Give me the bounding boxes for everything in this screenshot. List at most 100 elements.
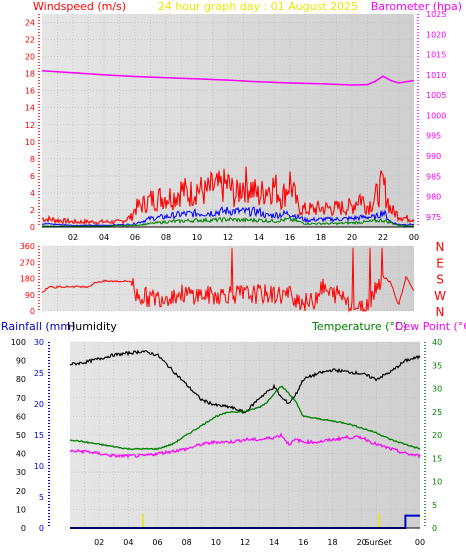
- temperature-axes: 0102030405060708090100051015202530051015…: [11, 338, 442, 547]
- temperature-x-tick-label: 16: [298, 538, 308, 547]
- windspeed-tick-label: 12: [25, 121, 35, 130]
- rainfall-tick-label: 0: [39, 524, 44, 533]
- temperature-tick-label: 10: [432, 478, 442, 487]
- wind-x-tick-label: 10: [192, 233, 202, 242]
- rainfall-axis-title: Rainfall (mm): [1, 320, 75, 333]
- humidity-tick-label: 10: [16, 505, 26, 514]
- wind-x-tick-label: 20: [347, 233, 357, 242]
- rainfall-tick-label: 10: [34, 462, 44, 471]
- temperature-tick-label: 35: [432, 361, 442, 370]
- temperature-x-tick-label: 10: [211, 538, 221, 547]
- barometer-tick-label: 1015: [426, 51, 446, 60]
- rainfall-tick-label: 20: [34, 400, 44, 409]
- humidity-tick-label: 30: [16, 468, 26, 477]
- temperature-axis-title: Temperature (°C): [311, 320, 407, 333]
- direction-tick-label: 90: [25, 291, 35, 300]
- barometer-series-line: [41, 70, 415, 86]
- barometer-tick-label: 1010: [426, 71, 446, 80]
- rainfall-tick-label: 25: [34, 369, 44, 378]
- set-label: Set: [379, 538, 392, 547]
- compass-label: N: [436, 305, 445, 319]
- dewpoint-series-line: [69, 432, 421, 459]
- temperature-tick-label: 40: [432, 338, 442, 347]
- barometer-tick-label: 1025: [426, 10, 446, 19]
- barometer-axis-title: Barometer (hpa): [371, 0, 462, 13]
- wind-x-tick-label: 22: [378, 233, 388, 242]
- rainfall-tick-label: 15: [34, 431, 44, 440]
- compass-label: E: [436, 256, 444, 270]
- wind-gridlines: [42, 14, 414, 228]
- windspeed-tick-label: 14: [25, 104, 35, 113]
- humidity-tick-label: 70: [16, 394, 26, 403]
- humidity-tick-label: 50: [16, 431, 26, 440]
- compass-label: W: [434, 289, 446, 303]
- humidity-tick-label: 100: [11, 338, 26, 347]
- temperature-tick-label: 20: [432, 431, 442, 440]
- temperature-x-tick-label: 00: [415, 538, 425, 547]
- barometer-tick-label: 1020: [426, 30, 446, 39]
- temperature-tick-label: 15: [432, 454, 442, 463]
- humidity-tick-label: 20: [16, 487, 26, 496]
- windspeed-tick-label: 22: [25, 36, 35, 45]
- barometer-tick-label: 1005: [426, 91, 446, 100]
- graph-date-title: 24 hour graph day : 01 August 2025: [158, 0, 358, 13]
- windspeed-tick-label: 16: [25, 87, 35, 96]
- sun-label: Sun: [365, 538, 380, 547]
- temperature-x-tick-label: 12: [240, 538, 250, 547]
- direction-tick-label: 270: [20, 258, 35, 267]
- compass-label: N: [436, 240, 445, 254]
- temperature-x-tick-label: 06: [152, 538, 162, 547]
- windspeed-tick-label: 20: [25, 53, 35, 62]
- barometer-tick-label: 985: [426, 172, 441, 181]
- wind-x-tick-label: 18: [316, 233, 326, 242]
- temperature-x-tick-label: 20: [357, 538, 367, 547]
- wind-x-tick-label: 04: [99, 233, 109, 242]
- windspeed-tick-label: 24: [25, 19, 35, 28]
- temperature-x-tick-label: 02: [94, 538, 104, 547]
- temperature-x-tick-label: 04: [123, 538, 133, 547]
- direction-marks: [41, 247, 415, 313]
- wind-barometer-panel: 0246810121416182022249759809859909951000…: [25, 10, 447, 242]
- temperature-x-tick-label: 14: [269, 538, 279, 547]
- wind-average-series: [41, 206, 415, 227]
- humidity-series-line: [69, 349, 421, 415]
- wind-plot-area: [42, 14, 414, 227]
- rainfall-tick-label: 5: [39, 493, 44, 502]
- direction-axes: 0 N 90 W 180 S 270 E 360 N: [20, 240, 446, 319]
- humidity-tick-label: 60: [16, 412, 26, 421]
- barometer-tick-label: 990: [426, 152, 441, 161]
- humidity-axis-title: Humidity: [67, 320, 117, 333]
- windspeed-tick-label: 18: [25, 70, 35, 79]
- windspeed-tick-label: 8: [30, 155, 35, 164]
- rainfall-tick-label: 30: [34, 338, 44, 347]
- windspeed-tick-label: 4: [30, 189, 35, 198]
- wind-minimum-series: [41, 216, 415, 227]
- temperature-series-line: [69, 385, 421, 451]
- humidity-tick-label: 40: [16, 450, 26, 459]
- wind-gust-series: [41, 166, 415, 225]
- wind-direction-panel: 0 N 90 W 180 S 270 E 360 N: [20, 240, 446, 319]
- temperature-x-tick-label: 08: [182, 538, 192, 547]
- barometer-tick-label: 975: [426, 213, 441, 222]
- wind-x-tick-label: 02: [68, 233, 78, 242]
- barometer-tick-label: 995: [426, 132, 441, 141]
- compass-label: S: [436, 273, 444, 287]
- windspeed-tick-label: 2: [30, 206, 35, 215]
- temperature-tick-label: 5: [432, 501, 437, 510]
- temperature-tick-label: 25: [432, 408, 442, 417]
- temperature-panel: 0102030405060708090100051015202530051015…: [11, 338, 442, 547]
- windspeed-tick-label: 10: [25, 138, 35, 147]
- wind-direction-series: [41, 247, 415, 313]
- humidity-tick-label: 80: [16, 375, 26, 384]
- temperature-tick-label: 30: [432, 385, 442, 394]
- barometer-tick-label: 1000: [426, 111, 446, 120]
- dewpoint-axis-title: Dew Point (°C): [395, 320, 466, 333]
- wind-marks: [41, 70, 415, 227]
- temperature-x-tick-label: 18: [327, 538, 337, 547]
- wind-x-tick-label: 06: [130, 233, 140, 242]
- wind-x-tick-label: 16: [285, 233, 295, 242]
- windspeed-tick-label: 0: [30, 223, 35, 232]
- windspeed-tick-label: 6: [30, 172, 35, 181]
- temperature-tick-label: 0: [432, 524, 437, 533]
